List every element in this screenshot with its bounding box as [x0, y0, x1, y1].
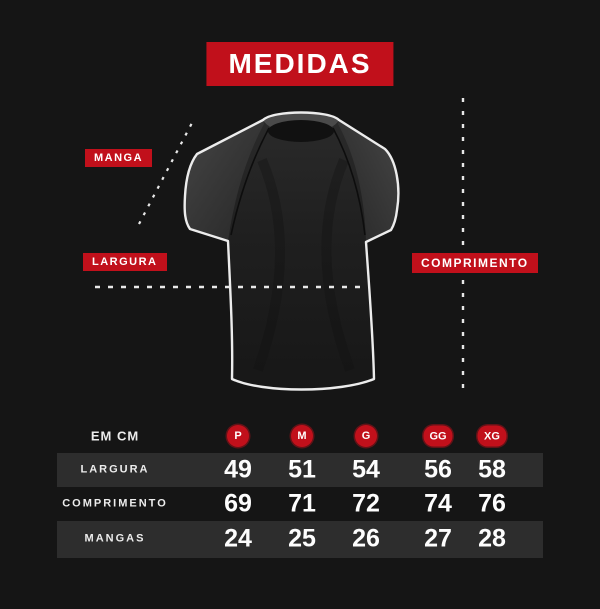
value-mangas-g: 26: [352, 524, 380, 553]
value-comprimento-p: 69: [224, 489, 252, 518]
tshirt-shading-left: [253, 158, 286, 372]
value-comprimento-g: 72: [352, 489, 380, 518]
table-row-band: [57, 453, 543, 487]
row-label-largura: LARGURA: [80, 463, 150, 476]
page-title: MEDIDAS: [206, 42, 394, 86]
size-badge-g: G: [355, 425, 377, 447]
value-mangas-p: 24: [224, 524, 252, 553]
unit-header: EM CM: [90, 428, 140, 444]
value-mangas-xg: 28: [478, 524, 506, 553]
value-largura-m: 51: [288, 455, 316, 484]
tshirt-left-seam: [230, 127, 270, 236]
tshirt-shading-right: [321, 158, 355, 372]
tshirt-right-sleeve: [338, 120, 399, 242]
value-largura-p: 49: [224, 455, 252, 484]
value-largura-xg: 58: [478, 455, 506, 484]
row-label-mangas: MANGAS: [84, 532, 146, 545]
value-largura-gg: 56: [424, 455, 452, 484]
value-mangas-m: 25: [288, 524, 316, 553]
tshirt-outline: [183, 111, 400, 391]
row-label-comprimento: COMPRIMENTO: [62, 497, 168, 510]
value-largura-g: 54: [352, 455, 380, 484]
value-comprimento-xg: 76: [478, 489, 506, 518]
size-badge-p: P: [227, 425, 249, 447]
tshirt-collar-opening: [268, 120, 334, 142]
largura-label: LARGURA: [83, 253, 167, 271]
value-comprimento-m: 71: [288, 489, 316, 518]
value-comprimento-gg: 74: [424, 489, 452, 518]
manga-label: MANGA: [85, 149, 153, 167]
size-badge-xg: XG: [477, 425, 507, 447]
value-mangas-gg: 27: [424, 524, 452, 553]
size-badge-m: M: [291, 425, 313, 447]
size-badge-gg: GG: [423, 425, 453, 447]
comprimento-label: COMPRIMENTO: [412, 253, 538, 273]
table-row-band: [57, 521, 543, 558]
tshirt-right-seam: [332, 127, 366, 236]
